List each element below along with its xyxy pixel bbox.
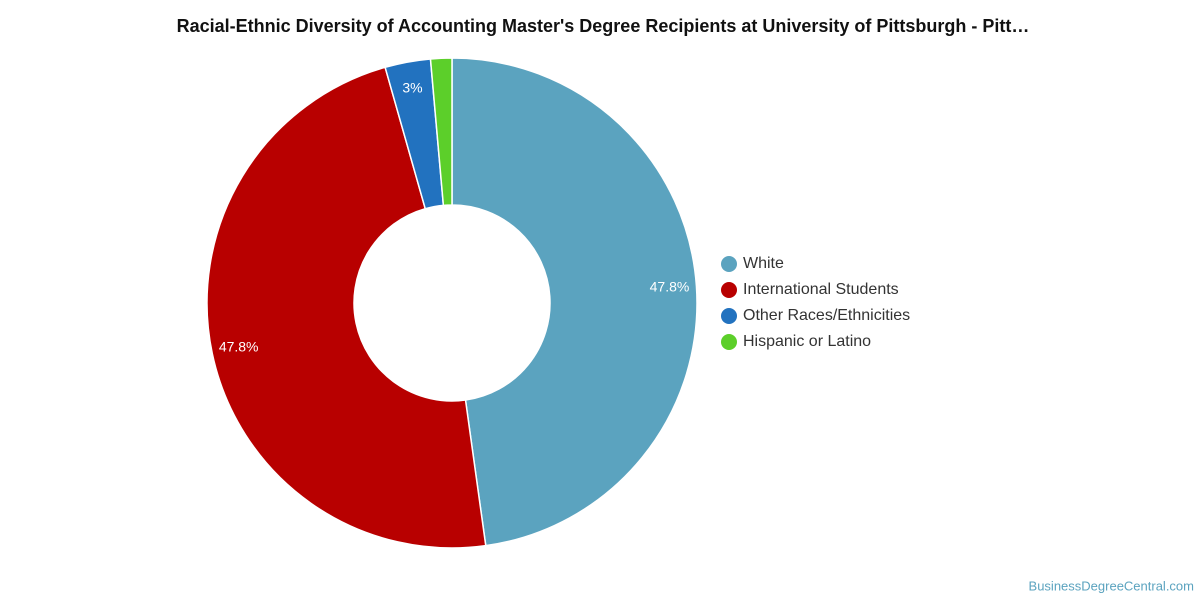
value-label: 47.8%: [219, 339, 259, 355]
watermark: BusinessDegreeCentral.com: [1029, 578, 1194, 593]
legend-label: White: [743, 255, 784, 272]
value-label: 3%: [402, 79, 422, 95]
donut-slice: [451, 57, 698, 547]
legend-label: Hispanic or Latino: [743, 333, 871, 350]
donut-slice: [429, 57, 453, 207]
donut-slice: [206, 66, 487, 549]
value-label: 47.8%: [650, 279, 690, 295]
legend-swatch: [721, 334, 737, 350]
chart-title: Racial-Ethnic Diversity of Accounting Ma…: [177, 16, 1030, 36]
legend-swatch: [721, 308, 737, 324]
legend-swatch: [721, 256, 737, 272]
legend-label: Other Races/Ethnicities: [743, 307, 910, 324]
legend-swatch: [721, 282, 737, 298]
legend-label: International Students: [743, 281, 899, 298]
